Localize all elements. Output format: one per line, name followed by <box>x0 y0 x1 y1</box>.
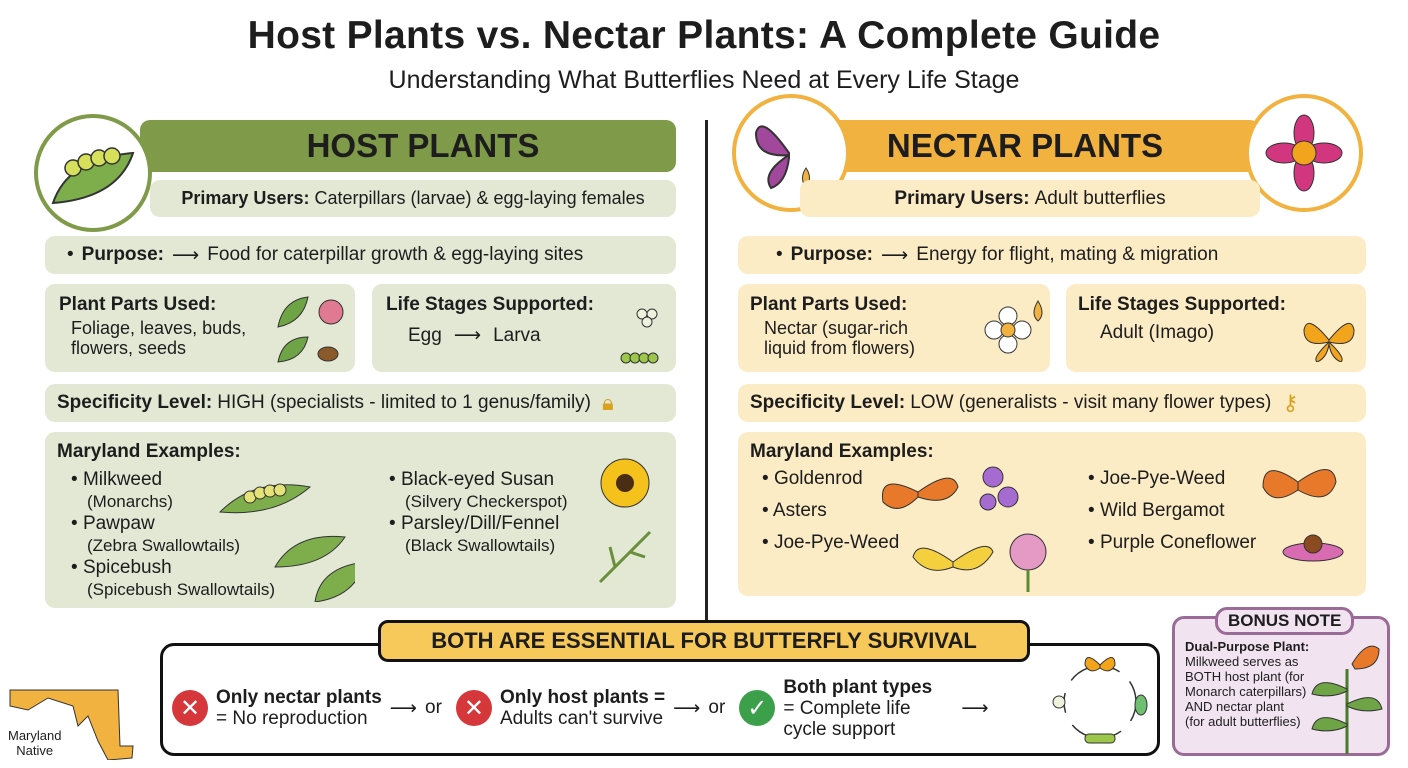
summary-content: ✕ Only nectar plants = No reproduction ⟶ o… <box>172 676 989 740</box>
milkweed-monarch-icon <box>1311 645 1383 754</box>
example-item: • Joe-Pye-Weed <box>1088 468 1226 489</box>
label: Primary Users: <box>181 188 310 208</box>
maryland-native-badge: Maryland Native <box>8 686 138 760</box>
x-icon: ✕ <box>172 690 208 726</box>
host-primary-users: Primary Users: Caterpillars (larvae) & eg… <box>150 180 676 217</box>
nectar-specificity: Specificity Level: LOW (generalists - vis… <box>738 384 1366 422</box>
arrow-icon: ⟶ <box>453 325 482 346</box>
arrow-icon: ⟶ <box>881 244 909 266</box>
butterfly-and-coneflower-icon <box>1262 469 1344 562</box>
x-icon: ✕ <box>455 690 492 726</box>
black-eyed-susan-and-dill-icon <box>598 458 652 584</box>
nectar-header: NECTAR PLANTS <box>800 120 1260 172</box>
host-specificity: Specificity Level: HIGH (specialists - li… <box>45 384 676 422</box>
host-header: HOST PLANTS <box>140 120 676 172</box>
label: Specificity Level: <box>57 392 213 413</box>
example-item: • Purple Coneflower <box>1088 532 1257 553</box>
page-subtitle: Understanding What Butterflies Need at E… <box>388 66 1020 94</box>
label: Maryland Examples: <box>57 441 241 462</box>
key-icon: ⚷ <box>1282 390 1299 415</box>
flower-butterfly-icon <box>1245 94 1363 212</box>
nectar-primary-users: Primary Users: Adult butterflies <box>800 180 1260 217</box>
item-text: = No reproduction <box>216 708 368 729</box>
arrow-icon: ⟶ <box>172 244 200 266</box>
item-title: Both plant types <box>783 676 933 698</box>
bonus-title: Dual-Purpose Plant: <box>1185 639 1310 654</box>
value: HIGH (specialists - limited to 1 genus/f… <box>217 392 592 413</box>
nectar-maryland-examples: Maryland Examples: • Goldenrod • Asters … <box>738 432 1366 596</box>
item-title: Only nectar plants <box>216 687 382 708</box>
butterflies-and-flowers-icon <box>881 466 1047 592</box>
badge-text: Native <box>16 743 54 758</box>
nectar-plant-parts: Plant Parts Used: Nectar (sugar-rich liq… <box>738 284 1050 372</box>
label: Purpose: <box>790 244 874 265</box>
stage-larva: Larva <box>493 324 541 346</box>
label: Primary Users: <box>894 187 1030 209</box>
example-item: • Parsley/Dill/Fennel (Black Swallowtails… <box>389 513 560 555</box>
caterpillar-on-leaf-icon <box>34 114 152 232</box>
example-item: • Joe-Pye-Weed <box>762 532 900 553</box>
stage-egg: Egg <box>408 324 442 346</box>
leaves-flower-seed-icon <box>277 296 344 363</box>
bonus-note: BONUS NOTE Dual-Purpose Plant: Milkweed … <box>1172 607 1390 756</box>
example-item: • Black-eyed Susan (Silvery Checkerspot) <box>389 469 568 511</box>
caterpillars-on-leaves-icon <box>218 483 355 602</box>
stage-adult: Adult (Imago) <box>1100 322 1215 343</box>
daisy-nectar-drop-icon <box>984 300 1043 354</box>
or-text: or <box>708 697 726 718</box>
value: Caterpillars (larvae) & egg-laying femal… <box>314 188 645 208</box>
example-item: • Spicebush (Spicebush Swallowtails) <box>71 557 276 599</box>
life-cycle-icon <box>1052 657 1148 744</box>
arrow-icon: ⟶ <box>389 697 418 719</box>
badge-text: Maryland <box>8 728 62 743</box>
nectar-purpose: • Purpose: ⟶ Energy for flight, mating & m… <box>738 236 1366 274</box>
or-text: or <box>425 697 442 718</box>
butterfly-icon <box>1303 322 1355 362</box>
host-life-stages: Life Stages Supported: Egg ⟶ Larva <box>372 284 676 372</box>
maryland-map-icon <box>9 689 134 760</box>
bonus-label: BONUS NOTE <box>1215 607 1355 635</box>
label: Life Stages Supported: <box>1078 294 1286 315</box>
item-text: = Complete life cycle support <box>783 697 911 740</box>
host-maryland-examples: Maryland Examples: • Milkweed (Monarchs) … <box>45 432 676 608</box>
nectar-life-stages: Life Stages Supported: Adult (Imago) <box>1066 284 1366 372</box>
label: Plant Parts Used: <box>750 294 908 315</box>
label: Maryland Examples: <box>750 441 934 462</box>
item-title: Only host plants = <box>499 687 666 708</box>
banner-text: BOTH ARE ESSENTIAL FOR BUTTERFLY SURVIVA… <box>431 628 977 653</box>
value: Foliage, leaves, buds, flowers, seeds <box>71 318 247 358</box>
arrow-icon: ⟶ <box>673 697 701 719</box>
lock-icon: 🔒︎ <box>602 390 614 415</box>
host-header-label: HOST PLANTS <box>306 127 540 164</box>
label: Specificity Level: <box>750 392 906 413</box>
value: Adult butterflies <box>1034 187 1166 209</box>
value: Nectar (sugar-rich liquid from flowers) <box>764 318 916 358</box>
value: Food for caterpillar growth & egg-laying… <box>207 244 584 265</box>
example-item: • Milkweed (Monarchs) <box>71 469 173 511</box>
item-text: Adults can't survive <box>499 708 664 729</box>
arrow-icon: ⟶ <box>961 697 989 719</box>
label: Plant Parts Used: <box>59 294 217 315</box>
label: Purpose: <box>81 244 165 265</box>
page-title: Host Plants vs. Nectar Plants: A Complet… <box>247 14 1161 57</box>
nectar-header-label: NECTAR PLANTS <box>886 127 1164 164</box>
bonus-text: Milkweed serves as BOTH host plant (for … <box>1185 654 1307 729</box>
example-item: • Asters <box>762 500 827 521</box>
summary-banner: BOTH ARE ESSENTIAL FOR BUTTERFLY SURVIVA… <box>378 620 1030 662</box>
value: LOW (generalists - visit many flower typ… <box>910 392 1272 413</box>
host-purpose: • Purpose: ⟶ Food for caterpillar growth &… <box>45 236 676 274</box>
check-icon: ✓ <box>739 690 776 726</box>
label: Life Stages Supported: <box>386 294 594 315</box>
column-divider <box>705 120 708 620</box>
example-item: • Goldenrod <box>762 468 863 489</box>
example-item: • Pawpaw (Zebra Swallowtails) <box>71 513 241 555</box>
host-plant-parts: Plant Parts Used: Foliage, leaves, buds,… <box>45 284 355 372</box>
value: Energy for flight, mating & migration <box>916 244 1219 265</box>
egg-to-larva-icon <box>620 308 659 364</box>
example-item: • Wild Bergamot <box>1088 500 1225 521</box>
